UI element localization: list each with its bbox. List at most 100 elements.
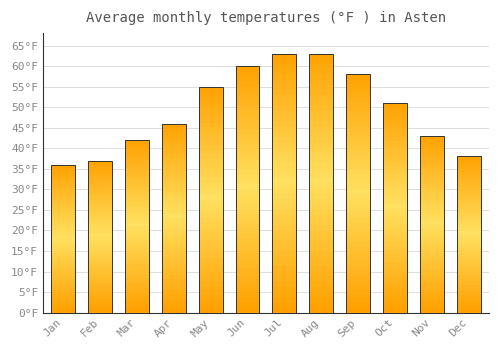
Bar <box>272 173 296 178</box>
Bar <box>456 262 480 266</box>
Bar <box>52 206 75 209</box>
Bar <box>236 81 260 86</box>
Bar <box>88 273 112 276</box>
Bar <box>198 218 222 222</box>
Bar <box>236 268 260 273</box>
Bar <box>420 242 444 245</box>
Bar <box>346 189 370 194</box>
Bar <box>420 245 444 249</box>
Bar <box>198 87 222 313</box>
Bar <box>236 219 260 224</box>
Bar <box>125 295 149 299</box>
Bar <box>236 165 260 170</box>
Bar <box>346 179 370 184</box>
Bar <box>383 267 407 271</box>
Bar <box>236 199 260 204</box>
Bar <box>272 54 296 313</box>
Bar <box>383 174 407 179</box>
Bar <box>52 262 75 265</box>
Bar <box>456 288 480 291</box>
Bar <box>272 54 296 59</box>
Bar <box>52 247 75 251</box>
Bar <box>383 241 407 246</box>
Bar <box>52 239 75 241</box>
Bar <box>236 273 260 278</box>
Bar <box>309 121 333 126</box>
Bar <box>198 100 222 105</box>
Bar <box>272 276 296 281</box>
Bar <box>309 297 333 302</box>
Bar <box>88 307 112 310</box>
Bar <box>52 182 75 186</box>
Bar <box>88 200 112 203</box>
Bar <box>125 233 149 237</box>
Bar <box>346 93 370 98</box>
Bar <box>88 298 112 301</box>
Bar <box>309 214 333 219</box>
Bar <box>383 208 407 212</box>
Bar <box>125 302 149 306</box>
Bar <box>52 280 75 283</box>
Bar <box>236 135 260 140</box>
Bar <box>88 270 112 273</box>
Bar <box>162 180 186 184</box>
Bar <box>52 171 75 174</box>
Bar <box>420 235 444 238</box>
Bar <box>52 289 75 292</box>
Bar <box>236 258 260 263</box>
Bar <box>236 180 260 184</box>
Bar <box>198 168 222 173</box>
Bar <box>162 226 186 230</box>
Bar <box>383 233 407 237</box>
Bar <box>162 184 186 188</box>
Bar <box>236 86 260 91</box>
Bar <box>162 294 186 298</box>
Bar <box>236 189 260 194</box>
Bar <box>272 194 296 199</box>
Bar <box>162 264 186 267</box>
Bar <box>456 278 480 281</box>
Bar <box>420 299 444 302</box>
Bar <box>88 215 112 218</box>
Bar <box>88 294 112 297</box>
Bar <box>52 268 75 271</box>
Bar <box>420 206 444 210</box>
Bar <box>125 144 149 147</box>
Bar <box>383 111 407 116</box>
Bar <box>456 197 480 200</box>
Bar <box>125 147 149 150</box>
Bar <box>125 244 149 247</box>
Bar <box>346 294 370 298</box>
Bar <box>346 141 370 146</box>
Bar <box>125 195 149 199</box>
Bar <box>456 222 480 225</box>
Bar <box>272 168 296 173</box>
Bar <box>420 217 444 221</box>
Bar <box>272 75 296 80</box>
Bar <box>346 74 370 79</box>
Bar <box>309 142 333 147</box>
Bar <box>236 278 260 283</box>
Bar <box>272 281 296 287</box>
Bar <box>198 91 222 96</box>
Bar <box>162 233 186 237</box>
Bar <box>52 277 75 280</box>
Bar <box>420 309 444 313</box>
Bar <box>162 124 186 127</box>
Bar <box>420 136 444 140</box>
Bar <box>272 100 296 106</box>
Bar <box>420 171 444 175</box>
Bar <box>125 257 149 261</box>
Bar <box>198 295 222 299</box>
Bar <box>272 307 296 313</box>
Bar <box>198 191 222 195</box>
Bar <box>272 183 296 188</box>
Bar <box>162 222 186 226</box>
Bar <box>309 302 333 307</box>
Title: Average monthly temperatures (°F ) in Asten: Average monthly temperatures (°F ) in As… <box>86 11 446 25</box>
Bar <box>236 111 260 116</box>
Bar <box>236 160 260 165</box>
Bar <box>88 179 112 182</box>
Bar <box>52 298 75 301</box>
Bar <box>383 183 407 187</box>
